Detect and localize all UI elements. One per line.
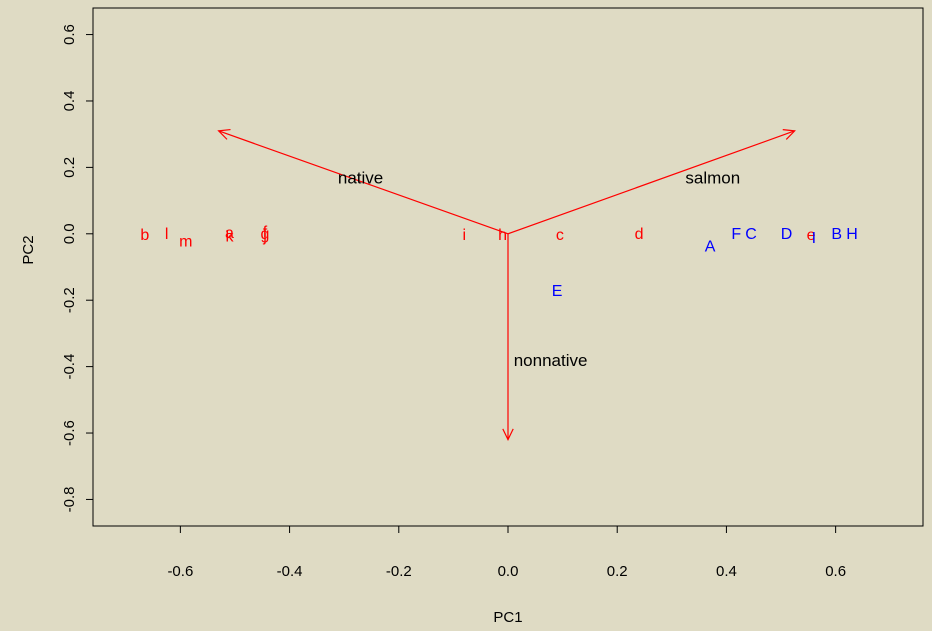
point-j: j — [262, 228, 267, 245]
y-tick-label: 0.4 — [61, 91, 78, 112]
arrow-label-nonnative: nonnative — [514, 351, 588, 370]
point-c: c — [556, 227, 564, 244]
arrowhead-salmon — [782, 129, 796, 140]
x-tick-label: 0.6 — [825, 563, 846, 580]
score-points: b l m ak gfj i h c d e AF C D I B H E — [140, 224, 857, 300]
y-axis-label: PC2 — [20, 235, 37, 264]
arrow-salmon — [507, 130, 795, 235]
x-tick-label: 0.4 — [716, 563, 737, 580]
y-axis: -0.8 -0.6 -0.4 -0.2 0.0 0.2 0.4 0.6 — [61, 24, 93, 512]
point-a: a — [225, 225, 234, 242]
point-l: l — [165, 226, 169, 243]
point-C: C — [745, 226, 757, 243]
arrowhead-nonnative — [502, 428, 514, 442]
point-E: E — [552, 283, 563, 300]
x-tick-label: 0.0 — [498, 563, 519, 580]
point-B: B — [831, 226, 842, 243]
point-m: m — [179, 233, 192, 250]
point-k: k — [226, 228, 235, 245]
arrowhead-native — [217, 128, 231, 140]
x-tick-label: -0.6 — [167, 563, 193, 580]
point-g: g — [261, 226, 270, 243]
point-f: f — [263, 224, 268, 241]
y-tick-label: -0.4 — [61, 354, 78, 380]
loading-arrows: native salmon nonnative — [217, 128, 796, 442]
arrow-label-salmon: salmon — [685, 168, 740, 187]
x-tick-label: 0.2 — [607, 563, 628, 580]
point-h: h — [498, 227, 507, 244]
x-tick-label: -0.2 — [386, 563, 412, 580]
y-tick-label: 0.0 — [61, 223, 78, 244]
point-I: I — [812, 230, 816, 247]
point-D: D — [781, 226, 793, 243]
point-d: d — [635, 226, 644, 243]
point-i: i — [463, 227, 467, 244]
x-tick-label: -0.4 — [277, 563, 303, 580]
y-tick-label: 0.6 — [61, 24, 78, 45]
point-F: F — [731, 226, 741, 243]
point-H: H — [846, 226, 858, 243]
y-tick-label: -0.8 — [61, 487, 78, 513]
arrow-native — [218, 130, 509, 235]
y-tick-label: -0.2 — [61, 287, 78, 313]
point-b: b — [140, 227, 149, 244]
y-tick-label: 0.2 — [61, 157, 78, 178]
point-e: e — [807, 227, 816, 244]
x-axis: -0.6 -0.4 -0.2 0.0 0.2 0.4 0.6 — [167, 526, 846, 580]
point-A: A — [705, 238, 716, 255]
x-axis-label: PC1 — [493, 609, 522, 626]
arrow-label-native: native — [338, 168, 383, 187]
y-tick-label: -0.6 — [61, 420, 78, 446]
